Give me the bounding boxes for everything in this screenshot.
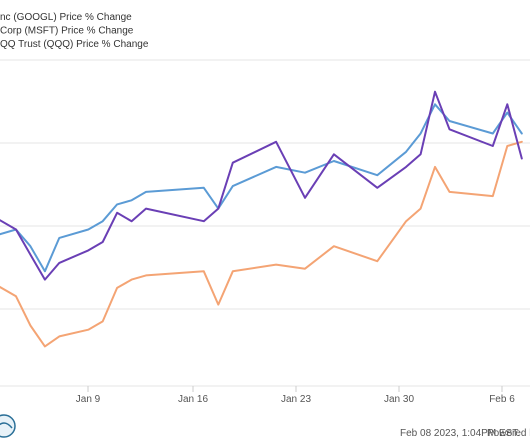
legend-label: Corp (MSFT) Price % Change	[0, 26, 134, 37]
x-axis: Jan 9 Jan 16 Jan 23 Jan 30 Feb 6	[76, 386, 515, 405]
legend-label: QQ Trust (QQQ) Price % Change	[0, 39, 149, 50]
x-tick-label: Jan 16	[178, 394, 208, 405]
x-tick-label: Feb 6	[489, 394, 515, 405]
grid-lines	[0, 59, 530, 387]
series-lines	[0, 90, 523, 348]
footer-timestamp: Feb 08 2023, 1:04PM EST.	[400, 428, 520, 439]
series-line	[0, 140, 523, 348]
x-tick-label: Jan 9	[76, 394, 101, 405]
footer: Feb 08 2023, 1:04PM EST. Powered by	[400, 428, 530, 439]
series-line	[0, 103, 523, 273]
x-tick-label: Jan 23	[281, 394, 311, 405]
series-line	[0, 90, 523, 281]
x-tick-label: Jan 30	[384, 394, 414, 405]
logo-icon	[0, 414, 16, 438]
footer-powered-by: Powered by	[487, 428, 530, 439]
legend-label: nc (GOOGL) Price % Change	[0, 12, 132, 23]
legend: nc (GOOGL) Price % Change Corp (MSFT) Pri…	[0, 12, 149, 50]
